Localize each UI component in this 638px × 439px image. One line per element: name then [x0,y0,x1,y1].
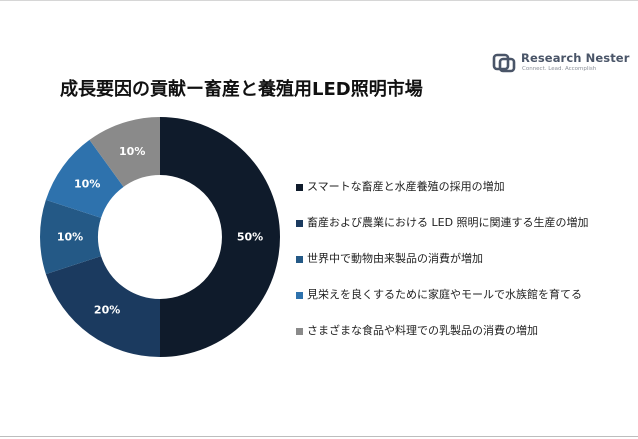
slice-value-label: 10% [74,178,100,191]
legend-swatch [296,256,303,263]
legend-swatch [296,328,303,335]
bottom-border [0,436,638,437]
legend-swatch [296,184,303,191]
donut-slice [45,256,161,357]
legend-item: スマートな畜産と水産養殖の採用の増加 [296,178,626,214]
legend-item: 世界中で動物由来製品の消費が増加 [296,250,626,286]
slice-value-label: 10% [119,145,145,158]
slice-value-label: 50% [237,231,263,244]
logo-name: Research Nester [521,51,630,65]
chart-legend: スマートな畜産と水産養殖の採用の増加 畜産および農業における LED 照明に関連… [296,178,626,358]
logo-tagline: Connect. Lead. Accomplish [522,66,597,72]
donut-slice [40,199,102,275]
legend-label: 見栄えを良くするために家庭やモールで水族館を育てる [307,288,582,301]
legend-item: さまざまな食品や料理での乳製品の消費の増加 [296,322,626,358]
legend-label: スマートな畜産と水産養殖の採用の増加 [307,180,505,193]
chart-title: 成長要因の貢献ー畜産と養殖用LED照明市場 [60,79,423,100]
research-nester-logo: Research Nester Connect. Lead. Accomplis… [492,50,629,76]
donut-slice [89,117,160,187]
legend-label: 世界中で動物由来製品の消費が増加 [307,252,483,265]
legend-swatch [296,220,303,227]
top-border [0,0,638,1]
donut-slice [160,117,280,357]
legend-swatch [296,292,303,299]
legend-item: 畜産および農業における LED 照明に関連する生産の増加 [296,214,626,250]
donut-slice [45,139,124,218]
slice-value-label: 10% [57,231,83,244]
legend-label: さまざまな食品や料理での乳製品の消費の増加 [307,324,538,337]
slice-value-label: 20% [94,303,120,316]
legend-item: 見栄えを良くするために家庭やモールで水族館を育てる [296,286,626,322]
legend-label: 畜産および農業における LED 照明に関連する生産の増加 [307,216,589,229]
logo-mark-icon [492,53,516,73]
